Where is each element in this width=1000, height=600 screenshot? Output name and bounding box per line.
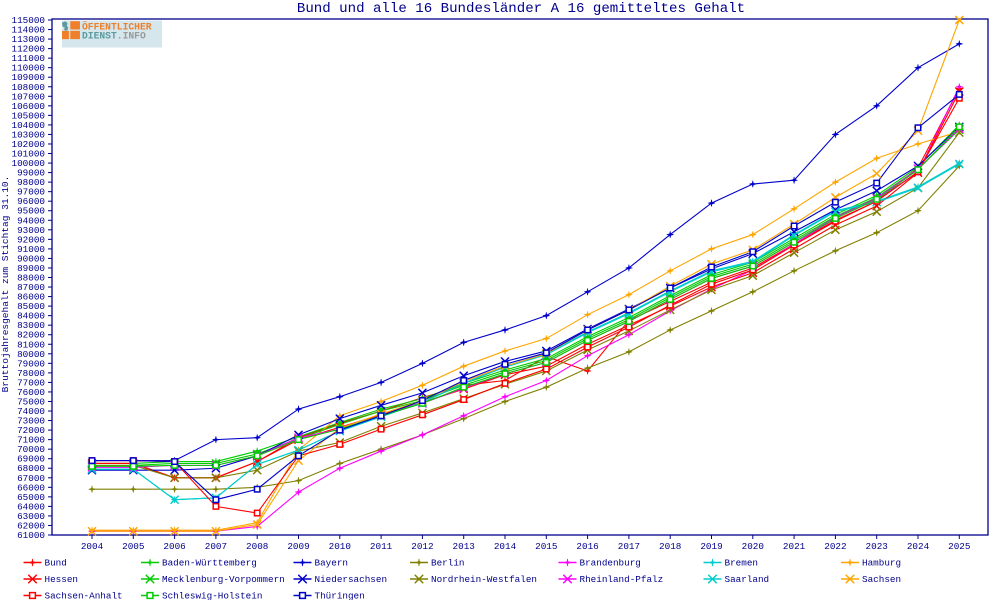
svg-text:75000: 75000 xyxy=(17,396,45,407)
svg-text:Rheinland-Pfalz: Rheinland-Pfalz xyxy=(580,574,664,585)
svg-text:2020: 2020 xyxy=(742,541,764,552)
svg-text:2009: 2009 xyxy=(287,541,309,552)
svg-text:Sachsen-Anhalt: Sachsen-Anhalt xyxy=(45,591,123,600)
svg-text:91000: 91000 xyxy=(17,244,45,255)
svg-text:DIENST.INFO: DIENST.INFO xyxy=(82,30,146,41)
svg-text:67000: 67000 xyxy=(17,473,45,484)
svg-text:95000: 95000 xyxy=(17,206,45,217)
svg-text:2004: 2004 xyxy=(81,541,104,552)
svg-text:76000: 76000 xyxy=(17,387,45,398)
svg-text:66000: 66000 xyxy=(17,482,45,493)
svg-text:114000: 114000 xyxy=(12,25,45,36)
svg-text:63000: 63000 xyxy=(17,511,45,522)
svg-text:93000: 93000 xyxy=(17,225,45,236)
svg-text:97000: 97000 xyxy=(17,187,45,198)
svg-text:98000: 98000 xyxy=(17,177,45,188)
svg-text:Bremen: Bremen xyxy=(725,558,758,569)
svg-text:Thüringen: Thüringen xyxy=(315,591,365,600)
svg-text:83000: 83000 xyxy=(17,320,45,331)
svg-text:85000: 85000 xyxy=(17,301,45,312)
svg-text:Mecklenburg-Vorpommern: Mecklenburg-Vorpommern xyxy=(162,574,285,585)
svg-text:64000: 64000 xyxy=(17,501,45,512)
svg-text:89000: 89000 xyxy=(17,263,45,274)
svg-text:80000: 80000 xyxy=(17,349,45,360)
svg-text:115000: 115000 xyxy=(12,15,45,26)
svg-text:102000: 102000 xyxy=(12,139,45,150)
svg-text:74000: 74000 xyxy=(17,406,45,417)
svg-text:92000: 92000 xyxy=(17,234,45,245)
svg-text:78000: 78000 xyxy=(17,368,45,379)
svg-text:103000: 103000 xyxy=(12,129,45,140)
svg-text:68000: 68000 xyxy=(17,463,45,474)
svg-text:2019: 2019 xyxy=(700,541,722,552)
svg-text:2010: 2010 xyxy=(329,541,351,552)
svg-text:100000: 100000 xyxy=(12,158,45,169)
svg-text:79000: 79000 xyxy=(17,358,45,369)
svg-text:2006: 2006 xyxy=(163,541,185,552)
svg-text:Berlin: Berlin xyxy=(431,558,464,569)
svg-text:2021: 2021 xyxy=(783,541,806,552)
svg-text:113000: 113000 xyxy=(12,34,45,45)
svg-text:71000: 71000 xyxy=(17,435,45,446)
svg-text:Bayern: Bayern xyxy=(315,558,348,569)
svg-text:Bund: Bund xyxy=(45,558,67,569)
svg-text:Nordrhein-Westfalen: Nordrhein-Westfalen xyxy=(431,574,537,585)
svg-text:2018: 2018 xyxy=(659,541,681,552)
svg-text:99000: 99000 xyxy=(17,168,45,179)
svg-text:72000: 72000 xyxy=(17,425,45,436)
svg-text:Schleswig-Holstein: Schleswig-Holstein xyxy=(162,591,262,600)
svg-text:101000: 101000 xyxy=(12,149,45,160)
svg-text:Baden-Württemberg: Baden-Württemberg xyxy=(162,558,257,569)
svg-text:65000: 65000 xyxy=(17,492,45,503)
svg-text:2008: 2008 xyxy=(246,541,268,552)
svg-text:73000: 73000 xyxy=(17,416,45,427)
svg-text:2024: 2024 xyxy=(907,541,930,552)
svg-text:2014: 2014 xyxy=(494,541,517,552)
svg-text:2005: 2005 xyxy=(122,541,144,552)
svg-text:2023: 2023 xyxy=(866,541,888,552)
svg-text:69000: 69000 xyxy=(17,454,45,465)
svg-text:Brandenburg: Brandenburg xyxy=(580,558,641,569)
svg-text:104000: 104000 xyxy=(12,120,45,131)
svg-text:96000: 96000 xyxy=(17,196,45,207)
svg-text:109000: 109000 xyxy=(12,72,45,83)
svg-text:105000: 105000 xyxy=(12,110,45,121)
svg-text:86000: 86000 xyxy=(17,292,45,303)
svg-text:2013: 2013 xyxy=(453,541,475,552)
svg-text:87000: 87000 xyxy=(17,282,45,293)
svg-text:2011: 2011 xyxy=(370,541,393,552)
svg-text:77000: 77000 xyxy=(17,377,45,388)
svg-text:94000: 94000 xyxy=(17,215,45,226)
svg-text:82000: 82000 xyxy=(17,330,45,341)
svg-text:106000: 106000 xyxy=(12,101,45,112)
svg-text:2016: 2016 xyxy=(576,541,598,552)
svg-text:81000: 81000 xyxy=(17,339,45,350)
svg-text:62000: 62000 xyxy=(17,520,45,531)
svg-text:111000: 111000 xyxy=(12,53,45,64)
svg-text:2025: 2025 xyxy=(948,541,970,552)
svg-text:2012: 2012 xyxy=(411,541,433,552)
svg-text:2022: 2022 xyxy=(824,541,846,552)
svg-text:Bruttojahresgehalt zum Stichta: Bruttojahresgehalt zum Stichtag 31.10. xyxy=(0,176,11,393)
svg-text:84000: 84000 xyxy=(17,311,45,322)
svg-text:88000: 88000 xyxy=(17,273,45,284)
svg-text:112000: 112000 xyxy=(12,44,45,55)
svg-text:2017: 2017 xyxy=(618,541,640,552)
svg-text:61000: 61000 xyxy=(17,530,45,541)
svg-text:70000: 70000 xyxy=(17,444,45,455)
svg-text:2007: 2007 xyxy=(205,541,227,552)
svg-text:110000: 110000 xyxy=(12,63,45,74)
svg-text:2015: 2015 xyxy=(535,541,557,552)
svg-text:90000: 90000 xyxy=(17,253,45,264)
svg-text:107000: 107000 xyxy=(12,91,45,102)
svg-text:Niedersachsen: Niedersachsen xyxy=(315,574,388,585)
svg-text:Saarland: Saarland xyxy=(725,574,770,585)
svg-text:Bund und alle 16 Bundesländer: Bund und alle 16 Bundesländer A 16 gemit… xyxy=(297,1,745,17)
svg-text:Hessen: Hessen xyxy=(45,574,78,585)
svg-text:Sachsen: Sachsen xyxy=(862,574,901,585)
svg-text:108000: 108000 xyxy=(12,82,45,93)
svg-text:Hamburg: Hamburg xyxy=(862,558,901,569)
